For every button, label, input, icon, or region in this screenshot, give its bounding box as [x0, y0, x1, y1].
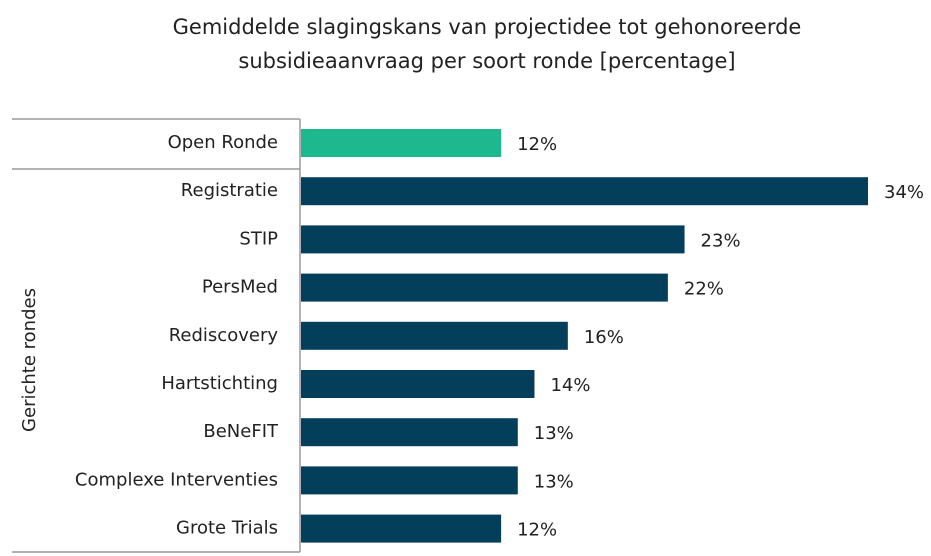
category-label: Rediscovery [169, 325, 279, 346]
category-label: PersMed [202, 277, 278, 298]
category-label: STIP [239, 228, 278, 249]
bar [301, 177, 868, 206]
bar [301, 466, 518, 495]
data-label: 13% [534, 423, 574, 444]
category-label: BeNeFIT [203, 421, 279, 442]
bar [301, 370, 535, 398]
data-label: 22% [684, 279, 724, 300]
bar [301, 129, 502, 157]
data-label: 13% [534, 471, 574, 492]
data-label: 23% [701, 230, 741, 251]
data-label: 16% [584, 327, 624, 348]
group-label: Gerichte rondes [19, 288, 40, 432]
data-label: 12% [517, 134, 557, 155]
category-label: Registratie [181, 180, 278, 201]
bar [301, 321, 568, 350]
bar [301, 273, 668, 302]
category-label: Open Ronde [168, 132, 278, 153]
category-label: Hartstichting [161, 373, 278, 394]
bar [301, 418, 518, 447]
data-label: 34% [884, 182, 924, 203]
bar [301, 514, 502, 543]
category-label: Complexe Interventies [75, 469, 278, 490]
data-label: 14% [550, 375, 590, 396]
bar [301, 225, 685, 254]
category-label: Grote Trials [176, 518, 278, 539]
data-label: 12% [517, 520, 557, 541]
chart-title: Gemiddelde slagingskans van projectidee … [173, 15, 802, 73]
